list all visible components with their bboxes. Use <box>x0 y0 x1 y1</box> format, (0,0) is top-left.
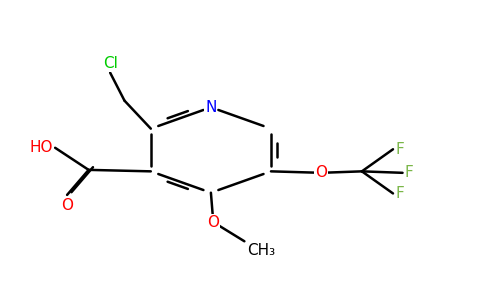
Text: CH₃: CH₃ <box>247 243 275 258</box>
Text: F: F <box>405 165 414 180</box>
Text: O: O <box>61 198 73 213</box>
Text: N: N <box>205 100 216 115</box>
Text: O: O <box>207 214 219 230</box>
Text: HO: HO <box>29 140 53 155</box>
Text: O: O <box>315 165 327 180</box>
Text: F: F <box>395 186 404 201</box>
Text: F: F <box>395 142 404 157</box>
Text: Cl: Cl <box>103 56 118 71</box>
